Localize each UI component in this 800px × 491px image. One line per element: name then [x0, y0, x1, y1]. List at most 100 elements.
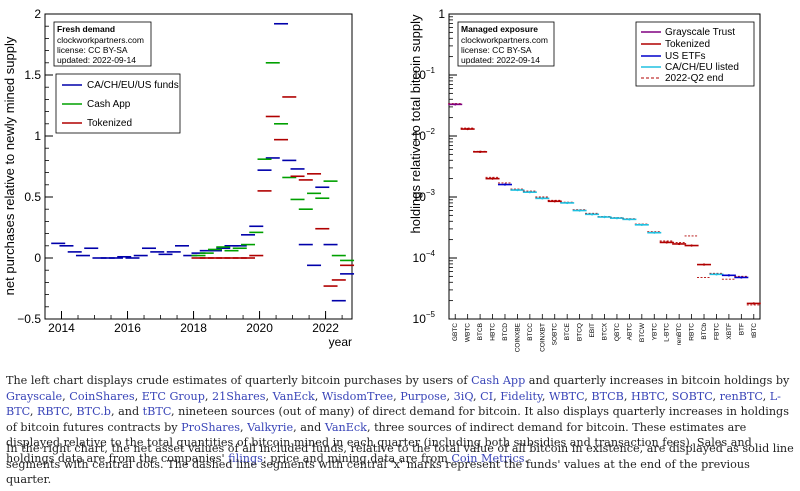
- right-x-tick-label: HBTC: [490, 323, 497, 341]
- caption-link[interactable]: BTC.b: [76, 405, 111, 418]
- caption-link[interactable]: ProShares: [181, 420, 241, 434]
- caption-link[interactable]: renBTC: [719, 389, 763, 403]
- caption-text: , three sources of indirect demand for b…: [6, 420, 752, 465]
- right-holding-dot: [516, 188, 519, 192]
- caption-link[interactable]: Cash App: [471, 374, 526, 387]
- left-x-tick-label: 2018: [180, 321, 207, 335]
- caption-link[interactable]: CoinShares: [69, 389, 135, 403]
- right-x-tick-label: GBTC: [452, 323, 459, 341]
- caption-link[interactable]: Coin Metrics: [451, 451, 525, 465]
- right-y-tick-exponent: −4: [426, 249, 436, 258]
- caption-link[interactable]: filings: [228, 451, 263, 465]
- caption-link[interactable]: WisdomTree: [321, 389, 394, 403]
- caption-link[interactable]: WBTC: [548, 389, 585, 403]
- caption-text: ,: [584, 389, 592, 403]
- caption-text: ,: [314, 389, 322, 403]
- left-y-tick-label: 1: [34, 129, 41, 143]
- right-holding-dot: [752, 302, 755, 305]
- right-x-tick-label: BTCD: [502, 323, 509, 341]
- caption-link[interactable]: SOBTC: [671, 389, 713, 403]
- right-holding-dot: [565, 201, 569, 205]
- right-x-tick-label: BTCB: [477, 323, 484, 340]
- caption-text: ,: [472, 389, 481, 403]
- caption-link[interactable]: BTCB: [591, 389, 624, 403]
- right-holding-dot: [528, 190, 532, 194]
- left-x-axis-label: year: [329, 335, 352, 349]
- right-x-tick-label: YBTC: [651, 323, 658, 341]
- right-holding-dot: [727, 274, 731, 277]
- caption-text: ,: [265, 389, 273, 403]
- right-infobox-title: Managed exposure: [461, 24, 538, 34]
- caption-paragraph-1: The left chart displays crude estimates …: [6, 373, 796, 466]
- right-y-tick-exponent: −3: [426, 188, 436, 197]
- legend-label-grayscale: Grayscale Trust: [665, 27, 735, 38]
- caption-link[interactable]: HBTC: [631, 389, 665, 403]
- left-plot-frame: [44, 13, 353, 320]
- caption-text: The left chart displays crude estimates …: [6, 374, 472, 387]
- right-infobox-updated: updated: 2022-09-14: [461, 55, 540, 65]
- caption-link[interactable]: Purpose: [400, 389, 447, 403]
- right-x-tick-label: SOBTC: [552, 323, 559, 346]
- left-y-tick-label: 1.5: [24, 68, 41, 82]
- caption-link[interactable]: 21Shares: [212, 389, 266, 403]
- caption-link[interactable]: VanEck: [324, 420, 367, 434]
- caption-text: ,: [664, 389, 672, 403]
- caption-text: ,: [69, 405, 77, 418]
- caption-link[interactable]: Fidelity: [500, 389, 542, 403]
- right-holding-dot: [590, 213, 594, 216]
- caption-link[interactable]: RBTC: [36, 405, 70, 418]
- caption-link[interactable]: 3iQ: [453, 389, 473, 403]
- left-y-tick-label: 2: [34, 7, 41, 21]
- right-x-tick-label: WBTC: [465, 323, 472, 342]
- right-y-tick-exponent: −5: [426, 310, 436, 319]
- caption-link[interactable]: tBTC: [142, 405, 172, 418]
- right-holding-dot: [640, 223, 644, 227]
- right-holding-dot: [454, 103, 457, 106]
- right-holding-dot: [503, 183, 507, 186]
- right-holding-dot: [478, 150, 482, 154]
- caption-link[interactable]: ETC Group: [141, 389, 205, 403]
- right-x-tick-label: RBTC: [689, 323, 696, 341]
- right-y-tick-label: 10−5: [413, 310, 436, 326]
- caption-text: ,: [29, 405, 37, 418]
- left-chart: −0.5 0 0.5 1 1.5 2 2014 2016 2018 2020 2022 net p…: [2, 7, 355, 349]
- right-x-tick-label: tBTC: [751, 323, 758, 338]
- caption-text: , nineteen sources (out of many) of dire…: [6, 405, 789, 434]
- right-x-tick-label: ABTC: [626, 323, 633, 341]
- right-holding-dot: [541, 197, 544, 200]
- right-x-tick-label: L-BTC: [664, 323, 671, 342]
- left-infobox-title: Fresh demand: [57, 24, 115, 34]
- right-holding-dot: [740, 276, 743, 279]
- right-x-tick-label: BTCb: [701, 323, 708, 340]
- right-data-marks: [448, 103, 761, 306]
- left-x-tick-label: 2016: [114, 321, 141, 335]
- right-legend: Grayscale Trust Tokenized US ETFs CA/CH/…: [635, 21, 755, 87]
- left-y-ticks: −0.5 0 0.5 1 1.5 2: [17, 7, 53, 326]
- right-x-tick-label: BTCX: [602, 322, 609, 340]
- left-infobox-license: license: CC BY-SA: [57, 45, 128, 55]
- caption-link[interactable]: CI: [480, 389, 494, 403]
- caption-link[interactable]: L-BTC: [6, 389, 781, 419]
- right-x-tick-label: renBTC: [676, 323, 683, 346]
- right-holding-dot: [615, 216, 619, 220]
- right-y-tick-label: 1: [438, 7, 445, 21]
- right-y-tick-label: 10−4: [413, 249, 436, 265]
- right-holding-dot: [715, 273, 718, 276]
- caption-text: ,: [134, 389, 142, 403]
- caption-link[interactable]: Valkyrie: [247, 420, 294, 434]
- caption-text: ,: [240, 420, 248, 434]
- caption-link[interactable]: Grayscale: [6, 389, 63, 403]
- caption-link[interactable]: VanEck: [272, 389, 315, 403]
- caption-text: ; price and mining data are from: [262, 451, 452, 465]
- left-x-tick-label: 2014: [48, 321, 75, 335]
- left-y-axis-label: net purchases relative to newly mined su…: [2, 36, 17, 295]
- right-holding-dot: [553, 200, 556, 203]
- legend-label-tokenized-r: Tokenized: [665, 39, 710, 50]
- right-holding-dot: [578, 209, 581, 212]
- right-x-tick-label: QBTC: [614, 323, 621, 341]
- left-y-tick-label: −0.5: [17, 312, 41, 326]
- caption-text: ,: [446, 389, 454, 403]
- right-x-tick-label: EBIT: [589, 323, 596, 337]
- caption-text: .: [524, 451, 529, 465]
- right-holding-dot: [677, 242, 681, 246]
